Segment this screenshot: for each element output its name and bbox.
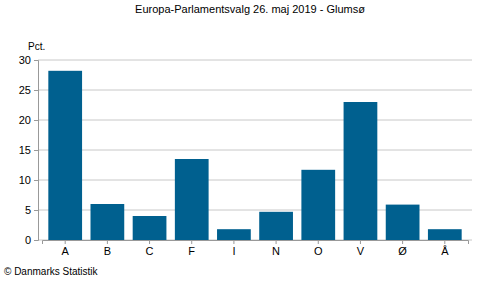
- x-tick-mark: [107, 240, 108, 244]
- x-tick-mark: [318, 240, 319, 244]
- y-axis-line: [34, 61, 39, 241]
- x-tick-label: N: [272, 245, 280, 257]
- y-tick: 25: [19, 84, 38, 96]
- x-tick: F: [188, 240, 195, 257]
- y-tick-mark: [34, 240, 38, 241]
- bar: [301, 170, 335, 240]
- y-tick-label: 25: [19, 84, 31, 96]
- bar: [91, 204, 125, 240]
- x-tick: B: [104, 240, 111, 257]
- y-tick-label: 15: [19, 144, 31, 156]
- x-tick: Å: [441, 240, 449, 257]
- bar: [217, 229, 251, 240]
- y-tick-label: 5: [25, 204, 31, 216]
- y-tick: 0: [25, 234, 38, 246]
- y-tick-mark: [34, 180, 38, 181]
- chart: Europa-Parlamentsvalg 26. maj 2019 - Glu…: [0, 0, 500, 282]
- x-tick-mark: [65, 240, 66, 244]
- y-tick-label: 30: [19, 54, 31, 66]
- x-axis-line: [43, 241, 469, 245]
- x-tick: I: [232, 240, 235, 257]
- x-tick-mark: [444, 240, 445, 244]
- y-axis-title: Pct.: [28, 41, 45, 52]
- x-tick-label: V: [357, 245, 365, 257]
- y-tick: 10: [19, 174, 38, 186]
- y-tick-label: 10: [19, 174, 31, 186]
- grid-line: [38, 180, 472, 181]
- title: Europa-Parlamentsvalg 26. maj 2019 - Glu…: [135, 3, 365, 15]
- y-tick-mark: [34, 150, 38, 151]
- y-axis: 0 5 10 15 20 25 30: [19, 54, 39, 246]
- y-tick: 15: [19, 144, 38, 156]
- y-tick-label: 20: [19, 114, 31, 126]
- bar: [175, 159, 209, 240]
- bar: [344, 102, 378, 240]
- x-tick-mark: [233, 240, 234, 244]
- x-tick-mark: [191, 240, 192, 244]
- x-tick: Ø: [398, 240, 407, 257]
- y-tick-label: 0: [25, 234, 31, 246]
- x-tick-mark: [360, 240, 361, 244]
- x-tick: O: [314, 240, 323, 257]
- x-tick: C: [146, 240, 154, 257]
- x-tick-label: A: [62, 245, 70, 257]
- grid-line: [38, 120, 472, 121]
- x-tick-mark: [149, 240, 150, 244]
- x-tick-mark: [276, 240, 277, 244]
- bar: [386, 205, 420, 240]
- x-tick: N: [272, 240, 280, 257]
- x-axis: ABCFINOVØÅ: [43, 240, 469, 257]
- x-tick-label: F: [188, 245, 195, 257]
- x-tick-label: Å: [441, 245, 449, 257]
- y-tick-mark: [34, 210, 38, 211]
- grid: [38, 60, 472, 240]
- bar: [428, 229, 462, 240]
- y-tick-mark: [34, 60, 38, 61]
- source: © Danmarks Statistik: [4, 266, 99, 277]
- y-tick-mark: [34, 90, 38, 91]
- bar: [259, 212, 293, 240]
- grid-line: [38, 150, 472, 151]
- x-tick-label: C: [146, 245, 154, 257]
- x-tick-label: B: [104, 245, 111, 257]
- x-tick: A: [62, 240, 70, 257]
- y-tick: 5: [25, 204, 38, 216]
- bars: [48, 71, 461, 240]
- grid-line: [38, 60, 472, 61]
- x-tick-mark: [402, 240, 403, 244]
- grid-line: [38, 90, 472, 91]
- bar: [48, 71, 82, 240]
- y-tick-mark: [34, 120, 38, 121]
- x-tick: V: [357, 240, 365, 257]
- x-tick-label: Ø: [398, 245, 407, 257]
- x-tick-label: I: [232, 245, 235, 257]
- y-tick: 30: [19, 54, 38, 66]
- bar: [133, 216, 167, 240]
- x-tick-label: O: [314, 245, 323, 257]
- y-tick: 20: [19, 114, 38, 126]
